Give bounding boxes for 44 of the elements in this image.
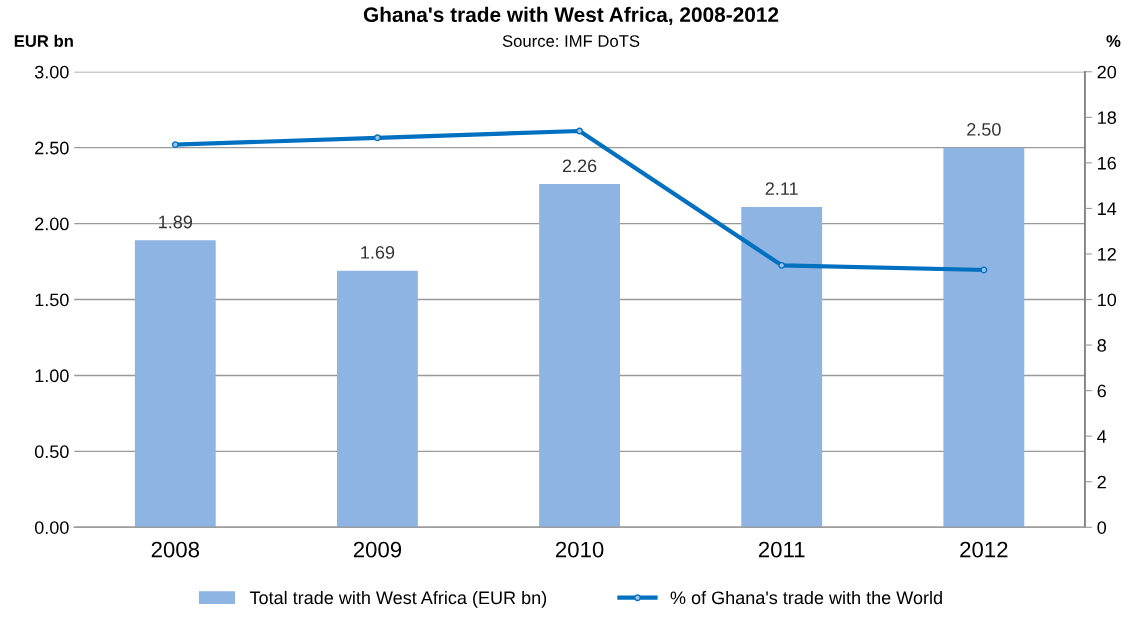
data-label: 2.50 xyxy=(967,122,1001,136)
x-tick-label: 2011 xyxy=(758,541,805,558)
y2-tick-label: 20 xyxy=(1097,65,1117,79)
point xyxy=(576,127,584,135)
y2-tick-label: 0 xyxy=(1097,521,1107,534)
x-tick-label: 2009 xyxy=(353,541,402,558)
x-tick-label: 2008 xyxy=(151,541,200,558)
y2-tick-label: 12 xyxy=(1098,247,1116,261)
y-tick-label: 1.50 xyxy=(35,293,69,307)
bar xyxy=(337,270,418,528)
chart-title: Ghana's trade with West Africa, 2008-2012 xyxy=(363,6,779,26)
y2-tick-label: 8 xyxy=(1097,339,1106,352)
x-tick-label: 2010 xyxy=(555,541,604,558)
bar xyxy=(943,147,1025,528)
y-axis-title: EUR bn xyxy=(14,34,73,47)
data-label: 2.26 xyxy=(562,159,597,173)
y2-axis-title: % xyxy=(1106,35,1121,47)
y-tick-label: 0.50 xyxy=(34,445,69,459)
bar xyxy=(741,206,823,528)
y2-tick-label: 14 xyxy=(1098,202,1117,215)
y-tick-label: 2.50 xyxy=(35,141,69,155)
bar xyxy=(539,184,620,528)
point xyxy=(778,261,786,269)
point xyxy=(171,141,179,149)
y-tick-label: 2.00 xyxy=(35,217,69,231)
bar xyxy=(134,240,216,528)
data-label: 1.89 xyxy=(159,215,193,229)
point xyxy=(980,266,988,274)
y2-tick-label: 16 xyxy=(1098,156,1116,170)
point xyxy=(373,134,381,142)
chart-subtitle: Source: IMF DoTS xyxy=(502,35,640,47)
x-tick-label: 2012 xyxy=(960,541,1008,558)
y2-tick-label: 6 xyxy=(1097,384,1106,398)
legend-label: Total trade with West Africa (EUR bn) xyxy=(249,590,547,608)
data-label: 2.11 xyxy=(765,182,798,195)
legend-label: % of Ghana's trade with the World xyxy=(670,590,942,605)
y-tick-label: 0.00 xyxy=(34,521,69,534)
y-tick-label: 1.00 xyxy=(35,369,69,383)
y2-tick-label: 2 xyxy=(1097,475,1106,489)
y2-tick-label: 18 xyxy=(1098,111,1116,125)
y-tick-label: 3.00 xyxy=(34,65,69,79)
y2-tick-label: 10 xyxy=(1098,293,1117,307)
data-label: 1.69 xyxy=(361,245,395,259)
y2-tick-label: 4 xyxy=(1097,430,1107,443)
